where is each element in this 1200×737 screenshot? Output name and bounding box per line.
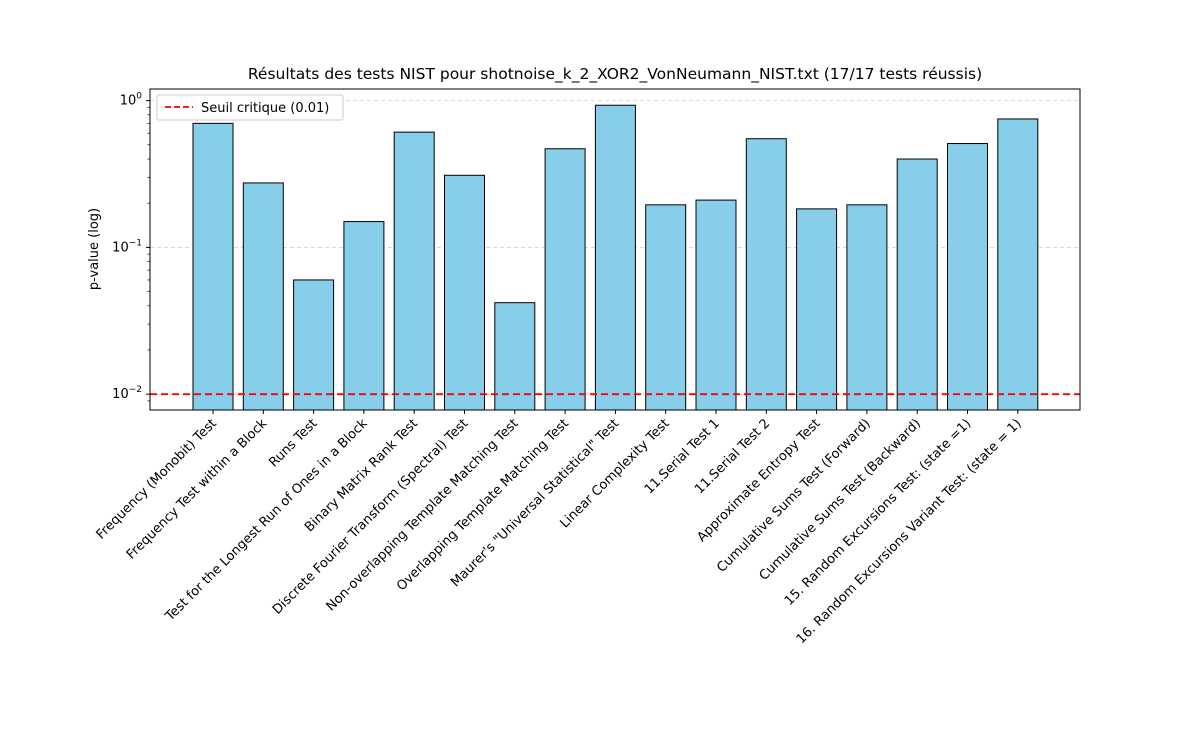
bar-10 <box>695 199 737 411</box>
bars <box>192 104 1039 411</box>
bar-1 <box>242 182 284 411</box>
legend: Seuil critique (0.01) <box>156 94 344 121</box>
x-tick-label-6: Non-overlapping Template Matching Test <box>324 416 522 614</box>
bar-3 <box>343 221 385 411</box>
bar-12 <box>796 208 838 411</box>
chart-title: Résultats des tests NIST pour shotnoise_… <box>248 65 982 84</box>
bar-2 <box>293 279 335 411</box>
x-tick-label-15: 15. Random Excursions Test: (state =1) <box>782 416 974 608</box>
y-tick-label-1: 10−1 <box>112 238 142 255</box>
bar-8 <box>594 104 636 411</box>
bar-16 <box>997 118 1039 411</box>
legend-label: Seuil critique (0.01) <box>201 101 329 116</box>
y-axis-ticks: 10−2 10−1 100 <box>112 92 150 402</box>
bar-14 <box>896 158 938 411</box>
y-tick-label-2: 100 <box>120 92 143 109</box>
bar-5 <box>444 174 485 411</box>
bar-13 <box>846 204 888 411</box>
bar-0 <box>192 122 234 411</box>
legend-box <box>156 94 344 121</box>
bar-6 <box>494 302 536 411</box>
bar-9 <box>645 204 687 411</box>
bar-4 <box>393 131 435 411</box>
bar-15 <box>947 143 988 411</box>
y-axis-label: p-value (log) <box>87 208 102 290</box>
x-tick-label-2: Runs Test <box>266 416 320 470</box>
y-tick-label-0: 10−2 <box>112 385 142 402</box>
bar-7 <box>544 148 586 411</box>
bar-11 <box>745 138 787 411</box>
